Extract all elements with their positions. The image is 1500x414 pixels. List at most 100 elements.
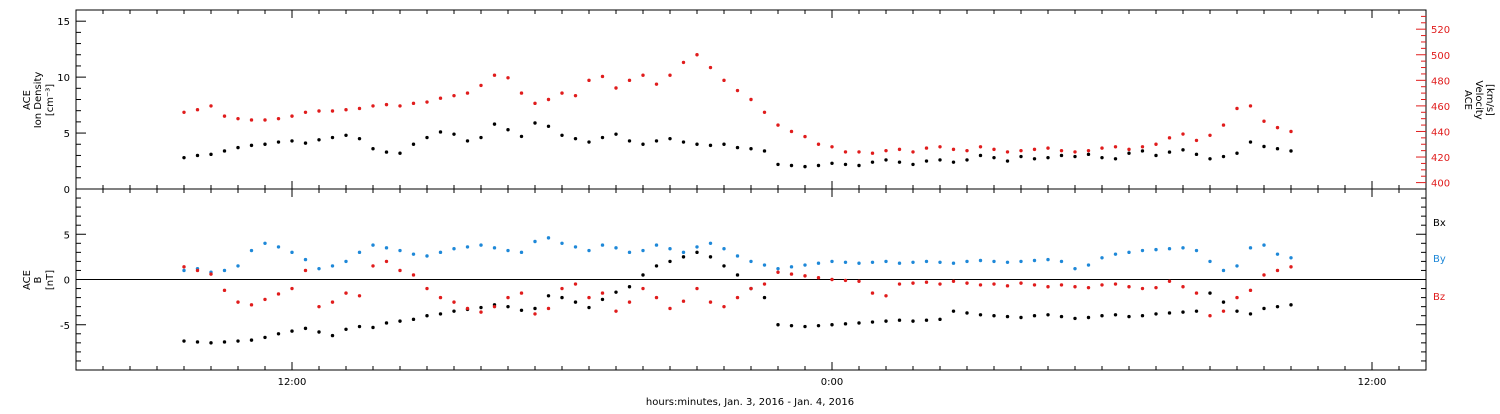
density-point bbox=[722, 142, 726, 146]
b-point-bx bbox=[1221, 300, 1226, 304]
b-point-by bbox=[992, 259, 996, 264]
b-point-by bbox=[411, 252, 416, 256]
density-point bbox=[1086, 152, 1091, 157]
b-point-bx bbox=[816, 323, 821, 328]
top-ylabel-line3: [cm⁻³] bbox=[45, 84, 56, 116]
velocity-point bbox=[951, 147, 956, 152]
b-point-by bbox=[654, 243, 659, 247]
y-tick-label-right: 420 bbox=[1431, 153, 1450, 164]
y-tick-label-left: 5 bbox=[64, 230, 70, 241]
b-point-by bbox=[479, 243, 483, 247]
b-point-bx bbox=[533, 306, 537, 311]
b-point-bx bbox=[1154, 312, 1158, 316]
b-point-bz bbox=[546, 306, 551, 311]
density-point bbox=[803, 164, 807, 169]
velocity-point bbox=[1248, 104, 1253, 108]
b-point-by bbox=[857, 261, 861, 265]
b-point-bx bbox=[1235, 309, 1239, 313]
density-point bbox=[344, 133, 348, 137]
b-point-bz bbox=[330, 300, 335, 304]
velocity-point bbox=[722, 78, 726, 83]
b-point-bx bbox=[1167, 311, 1172, 315]
velocity-point bbox=[857, 150, 861, 154]
b-point-bx bbox=[776, 323, 780, 327]
b-point-bz bbox=[1221, 309, 1226, 313]
density-point bbox=[519, 134, 524, 139]
b-point-by bbox=[1262, 243, 1266, 247]
b-point-bx bbox=[762, 295, 767, 300]
density-point bbox=[479, 135, 483, 140]
velocity-point bbox=[1275, 125, 1280, 130]
x-tick-label: 12:00 bbox=[1358, 377, 1387, 388]
b-point-by bbox=[1046, 257, 1050, 262]
b-point-bx bbox=[735, 273, 740, 277]
b-point-by bbox=[843, 260, 848, 265]
b-point-bz bbox=[870, 291, 875, 295]
b-point-bz bbox=[479, 310, 483, 314]
b-point-bx bbox=[924, 318, 929, 322]
marks-layer bbox=[182, 53, 1293, 345]
b-point-bz bbox=[249, 303, 254, 307]
b-point-bz bbox=[1100, 283, 1104, 287]
density-point bbox=[1181, 148, 1185, 152]
density-point bbox=[384, 150, 389, 154]
b-point-bx bbox=[857, 321, 861, 325]
b-point-bz bbox=[641, 286, 645, 291]
b-point-bz bbox=[722, 304, 726, 309]
b-point-bz bbox=[1073, 285, 1077, 289]
b-point-by bbox=[317, 266, 321, 271]
velocity-point bbox=[398, 104, 402, 108]
b-point-bx bbox=[884, 319, 888, 323]
b-point-bz bbox=[1167, 279, 1172, 284]
velocity-point bbox=[695, 53, 699, 57]
density-point bbox=[857, 163, 861, 168]
density-point bbox=[506, 128, 510, 132]
b-point-by bbox=[546, 236, 551, 240]
b-point-bx bbox=[1019, 315, 1023, 320]
b-point-by bbox=[1248, 246, 1253, 250]
density-point bbox=[938, 158, 942, 162]
b-point-bx bbox=[722, 264, 726, 268]
b-point-by bbox=[560, 241, 564, 245]
velocity-point bbox=[641, 73, 645, 77]
b-point-bx bbox=[1005, 314, 1010, 319]
b-point-bz bbox=[600, 291, 605, 295]
b-point-by bbox=[1100, 256, 1104, 260]
velocity-point bbox=[330, 109, 335, 113]
density-point bbox=[222, 149, 227, 153]
b-point-by bbox=[1208, 259, 1212, 264]
b-point-bx bbox=[708, 255, 713, 259]
b-point-bx bbox=[870, 320, 875, 324]
velocity-point bbox=[560, 91, 564, 95]
b-point-bx bbox=[911, 319, 915, 323]
y-tick-label-left: 5 bbox=[64, 129, 70, 140]
b-point-by bbox=[681, 250, 686, 255]
velocity-point bbox=[654, 82, 659, 86]
b-point-by bbox=[1194, 248, 1199, 253]
b-point-bz bbox=[533, 312, 537, 316]
bottom-ylabel-line1: ACE bbox=[22, 270, 33, 290]
velocity-point bbox=[1235, 106, 1239, 111]
legend-bz: Bz bbox=[1433, 292, 1445, 303]
b-point-bz bbox=[236, 300, 240, 304]
legend-bx: Bx bbox=[1433, 218, 1446, 229]
b-point-by bbox=[884, 259, 888, 264]
b-point-bx bbox=[357, 324, 362, 329]
b-point-by bbox=[182, 268, 186, 273]
b-point-by bbox=[735, 254, 740, 258]
b-point-bz bbox=[735, 295, 740, 300]
y-tick-label-right: 400 bbox=[1431, 179, 1450, 190]
b-point-bz bbox=[911, 281, 915, 285]
top-ylabel-line2: Ion Density bbox=[33, 72, 44, 129]
b-point-bx bbox=[182, 339, 186, 343]
b-point-bz bbox=[425, 286, 429, 291]
b-point-bx bbox=[641, 273, 645, 277]
velocity-point bbox=[681, 60, 686, 65]
y-tick-label-left: 15 bbox=[57, 17, 70, 28]
velocity-point bbox=[384, 102, 389, 107]
b-point-by bbox=[830, 259, 834, 264]
b-point-bz bbox=[654, 295, 659, 300]
b-point-by bbox=[938, 260, 942, 265]
density-point bbox=[425, 135, 429, 140]
density-point bbox=[897, 160, 902, 164]
